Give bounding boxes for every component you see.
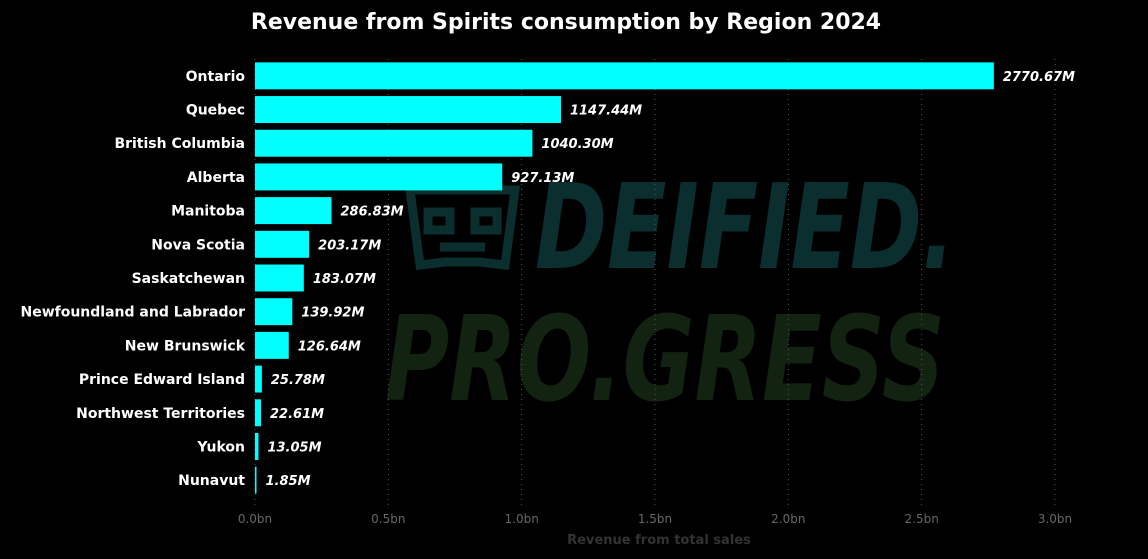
x-tick-label: 0.0bn: [238, 512, 272, 526]
bar[interactable]: [255, 129, 533, 157]
x-tick-label: 2.5bn: [905, 512, 939, 526]
bar[interactable]: [255, 163, 503, 191]
value-label: 1147.44M: [570, 104, 642, 119]
category-label: Nunavut: [178, 473, 245, 489]
bar[interactable]: [255, 331, 289, 359]
value-label: 1.85M: [266, 474, 311, 489]
category-labels: Ontario Quebec British Columbia Alberta Mani…: [20, 69, 245, 489]
value-label: 203.17M: [318, 238, 381, 253]
category-label: Prince Edward Island: [79, 372, 245, 388]
bar[interactable]: [255, 197, 332, 225]
category-label: Ontario: [186, 69, 246, 85]
mask-logo-icon: [404, 185, 521, 270]
chart-title: Revenue from Spirits consumption by Regi…: [251, 10, 881, 35]
bar[interactable]: [255, 62, 994, 90]
value-label: 13.05M: [267, 440, 321, 455]
x-tick-label: 1.5bn: [638, 512, 672, 526]
bar[interactable]: [255, 264, 304, 292]
value-label: 126.64M: [298, 339, 361, 354]
bar[interactable]: [255, 230, 310, 258]
x-tick-label: 2.0bn: [771, 512, 805, 526]
x-tick-label: 0.5bn: [371, 512, 405, 526]
category-label: Yukon: [196, 439, 245, 455]
category-label: Northwest Territories: [76, 406, 245, 422]
value-label: 2770.67M: [1003, 70, 1075, 85]
bar[interactable]: [255, 399, 262, 427]
category-label: Alberta: [187, 170, 245, 186]
x-axis-label: Revenue from total sales: [567, 533, 751, 548]
category-label: Newfoundland and Labrador: [20, 305, 245, 321]
watermark-line-2: PRO.GRESS: [385, 290, 945, 428]
category-label: Quebec: [186, 103, 245, 119]
category-label: Nova Scotia: [151, 237, 245, 253]
category-label: New Brunswick: [125, 338, 246, 354]
category-label: Manitoba: [171, 204, 245, 220]
value-label: 927.13M: [511, 171, 574, 186]
x-axis-ticks: 0.0bn 0.5bn 1.0bn 1.5bn 2.0bn 2.5bn 3.0bn: [238, 512, 1072, 526]
x-tick-label: 3.0bn: [1038, 512, 1072, 526]
value-label: 183.07M: [313, 272, 376, 287]
value-label: 1040.30M: [541, 137, 613, 152]
bar[interactable]: [255, 96, 561, 124]
value-label: 22.61M: [270, 407, 324, 422]
bar[interactable]: [255, 466, 257, 494]
value-label: 25.78M: [271, 373, 325, 388]
value-label: 139.92M: [301, 306, 364, 321]
value-label: 286.83M: [340, 205, 403, 220]
x-tick-label: 1.0bn: [505, 512, 539, 526]
bars: [255, 62, 994, 494]
value-labels: 2770.67M 1147.44M 1040.30M 927.13M 286.83M 20…: [266, 70, 1076, 489]
bar[interactable]: [255, 298, 293, 326]
category-label: British Columbia: [114, 136, 245, 152]
watermark-line-1: DEIFIED.: [535, 158, 955, 296]
category-label: Saskatchewan: [132, 271, 245, 287]
bar[interactable]: [255, 432, 259, 460]
bar[interactable]: [255, 365, 262, 393]
watermark: DEIFIED. PRO.GRESS: [385, 158, 955, 428]
